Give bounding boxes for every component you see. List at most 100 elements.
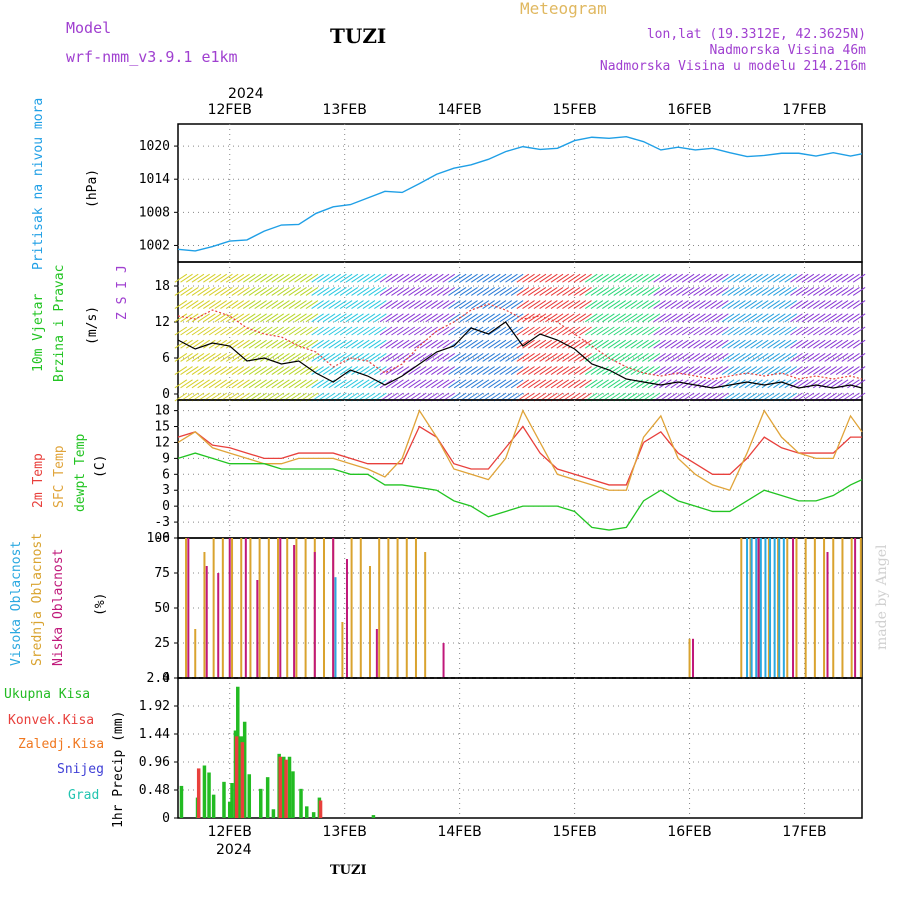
- wind-barb: [750, 352, 763, 362]
- wind-barb: [351, 326, 364, 336]
- wind-barb: [322, 300, 336, 310]
- wind-barb: [442, 313, 456, 323]
- wind-barb: [607, 273, 621, 283]
- wind-barb: [339, 339, 353, 349]
- wind-barb: [664, 366, 678, 376]
- wind-barb: [499, 273, 513, 283]
- wind-barb: [573, 300, 587, 310]
- wind-barb: [299, 313, 313, 323]
- wind-barb: [476, 339, 490, 349]
- wind-barb: [818, 273, 832, 283]
- panel-frame-precip: [177, 677, 863, 819]
- wind-barb: [670, 379, 684, 389]
- wind-barb: [305, 339, 319, 349]
- wind-barb: [231, 286, 245, 296]
- wind-barb: [362, 313, 376, 323]
- wind-barb: [453, 366, 467, 376]
- wind-barb: [852, 313, 866, 323]
- cloud-bar-mid_cloud: [387, 538, 390, 678]
- cloud-bar-mid_cloud: [777, 538, 780, 678]
- wind-barb: [185, 273, 199, 283]
- wind-barb: [174, 326, 188, 336]
- wind-barb: [778, 366, 792, 376]
- wind-barb: [710, 286, 723, 296]
- wind-barb: [778, 339, 792, 349]
- wind-barb: [237, 286, 250, 296]
- wind-barb: [818, 286, 832, 296]
- wind-barb: [396, 313, 410, 323]
- wind-barb: [596, 339, 609, 349]
- wind-barb: [254, 313, 267, 323]
- y-tick-label: 25: [154, 636, 170, 651]
- wind-barb: [687, 379, 701, 389]
- wind-barb: [847, 313, 860, 323]
- cloud-bar-mid_cloud: [740, 538, 743, 678]
- wind-barb: [391, 300, 404, 310]
- wind-barb: [510, 300, 524, 310]
- wind-barb: [379, 286, 393, 296]
- wind-barb: [379, 273, 393, 283]
- wind-barb: [527, 273, 541, 283]
- cloud-bar-mid_cloud: [841, 538, 844, 678]
- wind-barb: [607, 379, 621, 389]
- wind-barb: [687, 313, 701, 323]
- wind-barb: [476, 352, 490, 362]
- wind-barb: [242, 379, 256, 389]
- cloud-bar-mid_cloud: [688, 638, 691, 678]
- wind-barb: [197, 379, 210, 389]
- precip-label-snow: Snijeg: [57, 762, 104, 777]
- wind-barb: [277, 326, 290, 336]
- wind-barb: [755, 366, 769, 376]
- cloud-bar-mid_cloud: [359, 538, 362, 678]
- wind-barb: [225, 379, 239, 389]
- wind-barb: [784, 326, 798, 336]
- wind-barb: [619, 273, 632, 283]
- wind-barb: [590, 286, 604, 296]
- wind-barb: [459, 300, 473, 310]
- cloud-bar-mid_cloud: [758, 538, 761, 678]
- wind-barb: [391, 286, 404, 296]
- wind-barb: [317, 300, 330, 310]
- wind-barb: [356, 379, 370, 389]
- wind-barb: [784, 379, 798, 389]
- wind-barb: [351, 273, 364, 283]
- precip-bar-total_precip: [291, 771, 295, 818]
- wind-barb: [721, 273, 735, 283]
- wind-barb: [374, 286, 387, 296]
- panel-frame-pressure: [177, 123, 863, 263]
- wind-barb: [299, 352, 313, 362]
- wind-barb: [374, 339, 387, 349]
- wind-barb: [738, 300, 752, 310]
- wind-barb: [242, 300, 256, 310]
- wind-barb: [522, 326, 535, 336]
- wind-barb: [841, 366, 855, 376]
- wind-barb: [710, 300, 723, 310]
- wind-barb: [835, 379, 849, 389]
- wind-barb: [630, 352, 644, 362]
- wind-barb: [254, 366, 267, 376]
- wind-barb: [801, 300, 815, 310]
- wind-barb: [214, 273, 228, 283]
- wind-barb: [693, 326, 706, 336]
- wind-barb: [470, 326, 484, 336]
- y-tick-label: 0.48: [139, 783, 170, 798]
- precip-bar-total_precip: [265, 777, 270, 818]
- wind-barb: [299, 300, 313, 310]
- wind-barb: [545, 326, 558, 336]
- wind-barb: [562, 286, 575, 296]
- wind-barb: [607, 313, 621, 323]
- wind-barb: [721, 300, 735, 310]
- wind-barb: [550, 352, 564, 362]
- wind-barb: [698, 326, 712, 336]
- wind-barb: [317, 313, 330, 323]
- wind-barb: [282, 313, 296, 323]
- wind-barb: [653, 286, 666, 296]
- precip-bar-total_precip: [371, 815, 376, 818]
- wind-barb: [653, 313, 666, 323]
- pressure-line: [177, 135, 863, 252]
- wind-barb: [613, 326, 627, 336]
- wind-barb: [619, 326, 632, 336]
- wind-barb: [795, 273, 809, 283]
- wind-barb: [391, 313, 404, 323]
- wind-barb: [795, 339, 809, 349]
